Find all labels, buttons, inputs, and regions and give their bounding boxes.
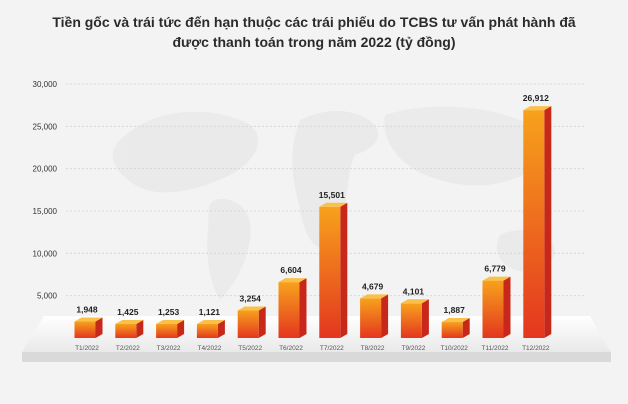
- y-tick-label: 30,000: [33, 80, 58, 89]
- bar-top: [278, 278, 307, 283]
- category-label: T7/2022: [320, 345, 344, 352]
- bar-side: [503, 276, 511, 338]
- category-label: T6/2022: [279, 345, 303, 352]
- bar: [74, 317, 103, 338]
- chart-title-line-1: Tiền gốc và trái tức đến hạn thuộc các t…: [52, 14, 576, 30]
- y-tick-label: 20,000: [33, 165, 58, 174]
- bar-front: [523, 110, 545, 338]
- bar-side: [258, 306, 266, 338]
- data-label: 26,912: [523, 93, 549, 103]
- bar: [523, 106, 552, 338]
- bar-side: [299, 278, 307, 338]
- bar-top: [523, 106, 552, 111]
- bar-top: [441, 318, 470, 323]
- data-label: 4,101: [403, 286, 425, 296]
- bar-platform: [22, 316, 611, 362]
- data-labels: 1,948 1,425 1,253 1,121 3,254 6,604 15,501 4,67…: [76, 93, 549, 317]
- bar-side: [544, 106, 552, 338]
- bar: [360, 294, 389, 338]
- bar-side: [462, 318, 470, 338]
- y-tick-label: 10,000: [33, 249, 58, 258]
- category-label: T11/2022: [482, 345, 509, 352]
- bar-top: [196, 320, 225, 324]
- data-label: 6,779: [484, 264, 506, 274]
- bar-top: [400, 299, 429, 304]
- data-label: 1,425: [117, 307, 139, 317]
- bar-top: [319, 202, 348, 207]
- bar-front: [74, 321, 96, 338]
- bar-side: [381, 294, 389, 338]
- category-label: T12/2022: [522, 345, 550, 352]
- bar-top: [482, 276, 511, 281]
- category-label: T1/2022: [75, 345, 99, 352]
- platform-edge: [22, 352, 611, 362]
- bar-top: [115, 320, 144, 324]
- bar: [237, 306, 266, 338]
- chart-title: Tiền gốc và trái tức đến hạn thuộc các t…: [0, 12, 628, 52]
- bar-top: [74, 317, 103, 322]
- bar: [441, 318, 470, 338]
- y-tick-label: 25,000: [33, 122, 58, 131]
- category-labels: T1/2022 T2/2022 T3/2022 T4/2022 T5/2022 T6/20…: [75, 345, 550, 352]
- bar-front: [482, 280, 504, 338]
- data-label: 3,254: [240, 293, 262, 303]
- y-axis-tick-labels: 5,000 10,000 15,000 20,000 25,000 30,000: [33, 80, 58, 301]
- category-label: T4/2022: [197, 345, 221, 352]
- bar-side: [177, 320, 185, 338]
- bar: [196, 320, 225, 338]
- bar-front: [237, 310, 259, 338]
- category-label: T5/2022: [238, 345, 262, 352]
- bar-side: [136, 320, 144, 338]
- bar-front: [156, 324, 178, 338]
- bar: [319, 202, 348, 338]
- chart-title-line-2: được thanh toán trong năm 2022 (tỷ đồng): [172, 34, 456, 50]
- data-label: 6,604: [280, 265, 302, 275]
- data-label: 15,501: [319, 190, 345, 200]
- bar-front: [278, 282, 300, 338]
- data-label: 1,253: [158, 307, 180, 317]
- bar-top: [237, 306, 266, 311]
- data-label: 1,121: [199, 307, 221, 317]
- bars: [74, 106, 552, 338]
- bar-front: [196, 324, 218, 338]
- category-label: T3/2022: [157, 345, 181, 352]
- category-label: T10/2022: [440, 345, 468, 352]
- bar-side: [340, 202, 348, 338]
- bar-front: [115, 324, 137, 338]
- bar-front: [441, 322, 463, 338]
- bar-front: [360, 298, 382, 338]
- bar: [156, 320, 185, 338]
- category-label: T8/2022: [361, 345, 385, 352]
- bar-front: [400, 303, 422, 338]
- bar-side: [421, 299, 429, 338]
- data-label: 4,679: [362, 281, 384, 291]
- data-label: 1,948: [76, 305, 98, 315]
- category-label: T9/2022: [401, 345, 425, 352]
- y-tick-label: 5,000: [37, 292, 58, 301]
- bar: [482, 276, 511, 338]
- y-tick-label: 15,000: [33, 207, 58, 216]
- bar: [400, 299, 429, 338]
- bar-side: [95, 317, 103, 338]
- category-label: T2/2022: [116, 345, 140, 352]
- bar-top: [360, 294, 389, 299]
- bar-side: [217, 320, 225, 338]
- bar-front: [319, 206, 341, 338]
- bar: [115, 320, 144, 338]
- data-label: 1,887: [444, 305, 466, 315]
- bar: [278, 278, 307, 338]
- bar-top: [156, 320, 185, 324]
